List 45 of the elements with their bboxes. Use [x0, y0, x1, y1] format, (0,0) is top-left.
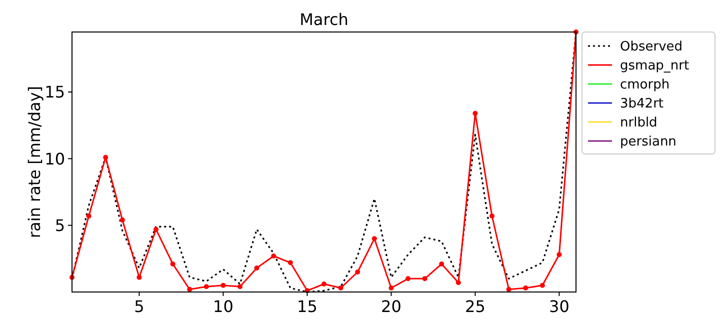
- point: [523, 286, 528, 290]
- y-tick-label: 15: [44, 82, 65, 102]
- point: [506, 286, 512, 292]
- point: [271, 254, 276, 258]
- point: [187, 286, 192, 292]
- x-tick-label: 15: [297, 297, 318, 316]
- y-axis-title: rain rate [mm/day]: [25, 86, 44, 238]
- point: [170, 262, 176, 266]
- point: [490, 214, 494, 218]
- point: [540, 282, 545, 288]
- y-tick-label: 5: [54, 216, 65, 235]
- legend-label: 3b42rt: [620, 96, 664, 112]
- point: [120, 218, 125, 222]
- point: [556, 252, 562, 258]
- point: [355, 270, 360, 274]
- point: [220, 282, 226, 288]
- point: [86, 214, 92, 218]
- point: [136, 274, 142, 280]
- x-tick-label: 10: [213, 297, 234, 316]
- y-tick-label: 10: [44, 149, 65, 168]
- point: [204, 284, 209, 290]
- legend-label: Observed: [620, 40, 683, 55]
- point: [154, 226, 158, 232]
- point: [439, 262, 444, 266]
- legend-label: cmorph: [620, 78, 670, 93]
- legend-label: gsmap_nrt: [620, 58, 690, 74]
- point: [388, 286, 394, 290]
- legend-label: persiann: [620, 134, 676, 150]
- point: [472, 110, 478, 116]
- x-tick-label: 5: [134, 297, 144, 316]
- point: [238, 284, 242, 290]
- point: [254, 266, 260, 270]
- legend-label: nrlbld: [620, 116, 658, 131]
- chart-title: March: [300, 10, 348, 29]
- point: [103, 154, 108, 160]
- point: [372, 236, 377, 242]
- point: [406, 276, 410, 282]
- point: [288, 260, 293, 266]
- point: [338, 286, 344, 290]
- point: [422, 276, 428, 282]
- point: [456, 280, 461, 286]
- x-tick-label: 25: [465, 297, 486, 316]
- x-tick-label: 30: [549, 297, 570, 316]
- x-tick-label: 20: [381, 297, 402, 316]
- point: [322, 282, 326, 286]
